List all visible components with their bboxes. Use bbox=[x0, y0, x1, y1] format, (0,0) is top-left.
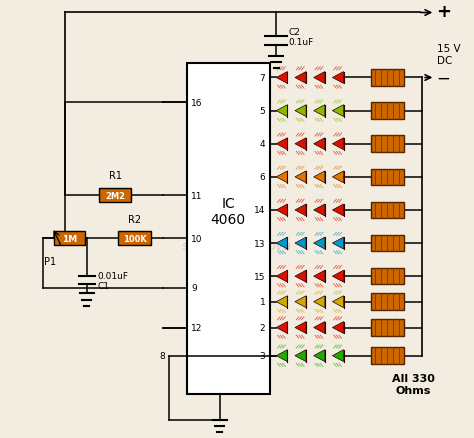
Polygon shape bbox=[314, 271, 325, 283]
Polygon shape bbox=[332, 296, 344, 308]
Polygon shape bbox=[276, 271, 287, 283]
Polygon shape bbox=[314, 237, 325, 249]
Polygon shape bbox=[295, 296, 306, 308]
Text: 5: 5 bbox=[260, 107, 265, 116]
Polygon shape bbox=[314, 296, 325, 308]
Text: 0.01uF
C1: 0.01uF C1 bbox=[98, 271, 128, 290]
Polygon shape bbox=[314, 205, 325, 216]
Polygon shape bbox=[295, 350, 306, 362]
Polygon shape bbox=[276, 172, 287, 184]
Text: 10: 10 bbox=[191, 234, 203, 243]
Bar bbox=[99, 189, 131, 202]
Text: 11: 11 bbox=[191, 191, 203, 200]
Text: R2: R2 bbox=[128, 214, 141, 224]
Text: 15: 15 bbox=[254, 272, 265, 281]
Text: R1: R1 bbox=[109, 170, 121, 180]
Polygon shape bbox=[276, 138, 287, 150]
Bar bbox=[371, 348, 404, 364]
Polygon shape bbox=[295, 237, 306, 249]
Bar bbox=[371, 202, 404, 219]
Polygon shape bbox=[295, 106, 306, 117]
Polygon shape bbox=[276, 106, 287, 117]
Text: 14: 14 bbox=[254, 206, 265, 215]
Polygon shape bbox=[276, 237, 287, 249]
Text: 8: 8 bbox=[159, 351, 165, 360]
Polygon shape bbox=[332, 172, 344, 184]
Text: 1: 1 bbox=[260, 297, 265, 307]
Text: 2: 2 bbox=[260, 323, 265, 332]
Text: 6: 6 bbox=[260, 173, 265, 182]
Text: 16: 16 bbox=[191, 99, 203, 108]
Text: IC
4060: IC 4060 bbox=[211, 196, 246, 226]
Bar bbox=[371, 136, 404, 153]
Text: P1: P1 bbox=[44, 257, 56, 267]
Text: 7: 7 bbox=[260, 74, 265, 83]
Polygon shape bbox=[314, 138, 325, 150]
Text: 2M2: 2M2 bbox=[105, 191, 125, 200]
Bar bbox=[371, 319, 404, 336]
Bar bbox=[371, 169, 404, 186]
Polygon shape bbox=[295, 322, 306, 334]
Bar bbox=[371, 235, 404, 252]
Polygon shape bbox=[314, 72, 325, 84]
Polygon shape bbox=[332, 106, 344, 117]
Text: 12: 12 bbox=[191, 323, 202, 332]
Polygon shape bbox=[276, 350, 287, 362]
Text: 1M: 1M bbox=[62, 234, 77, 243]
Polygon shape bbox=[332, 271, 344, 283]
Text: swagafam.innova: swagafam.innova bbox=[182, 240, 292, 253]
Bar bbox=[371, 70, 404, 87]
Polygon shape bbox=[332, 205, 344, 216]
Polygon shape bbox=[295, 138, 306, 150]
Polygon shape bbox=[295, 271, 306, 283]
Text: 15 V
DC: 15 V DC bbox=[437, 44, 460, 65]
Polygon shape bbox=[314, 172, 325, 184]
Polygon shape bbox=[332, 322, 344, 334]
Text: −: − bbox=[437, 69, 450, 87]
Text: 3: 3 bbox=[260, 351, 265, 360]
Polygon shape bbox=[314, 322, 325, 334]
Polygon shape bbox=[295, 72, 306, 84]
Polygon shape bbox=[276, 72, 287, 84]
Polygon shape bbox=[276, 205, 287, 216]
Polygon shape bbox=[295, 205, 306, 216]
Bar bbox=[371, 268, 404, 285]
Bar bbox=[54, 231, 84, 246]
Polygon shape bbox=[332, 237, 344, 249]
Bar bbox=[371, 103, 404, 120]
Polygon shape bbox=[332, 72, 344, 84]
Text: All 330
Ohms: All 330 Ohms bbox=[392, 373, 435, 395]
Text: 9: 9 bbox=[191, 284, 197, 293]
Bar bbox=[187, 64, 270, 394]
Text: +: + bbox=[437, 3, 452, 21]
Polygon shape bbox=[295, 172, 306, 184]
Polygon shape bbox=[332, 350, 344, 362]
Text: 13: 13 bbox=[254, 239, 265, 248]
Bar bbox=[118, 232, 151, 246]
Text: 100K: 100K bbox=[123, 234, 146, 243]
Polygon shape bbox=[276, 296, 287, 308]
Polygon shape bbox=[314, 350, 325, 362]
Text: 4: 4 bbox=[260, 140, 265, 149]
Polygon shape bbox=[276, 322, 287, 334]
Polygon shape bbox=[332, 138, 344, 150]
Text: C2
0.1uF: C2 0.1uF bbox=[288, 28, 314, 47]
Bar bbox=[371, 294, 404, 310]
Polygon shape bbox=[314, 106, 325, 117]
